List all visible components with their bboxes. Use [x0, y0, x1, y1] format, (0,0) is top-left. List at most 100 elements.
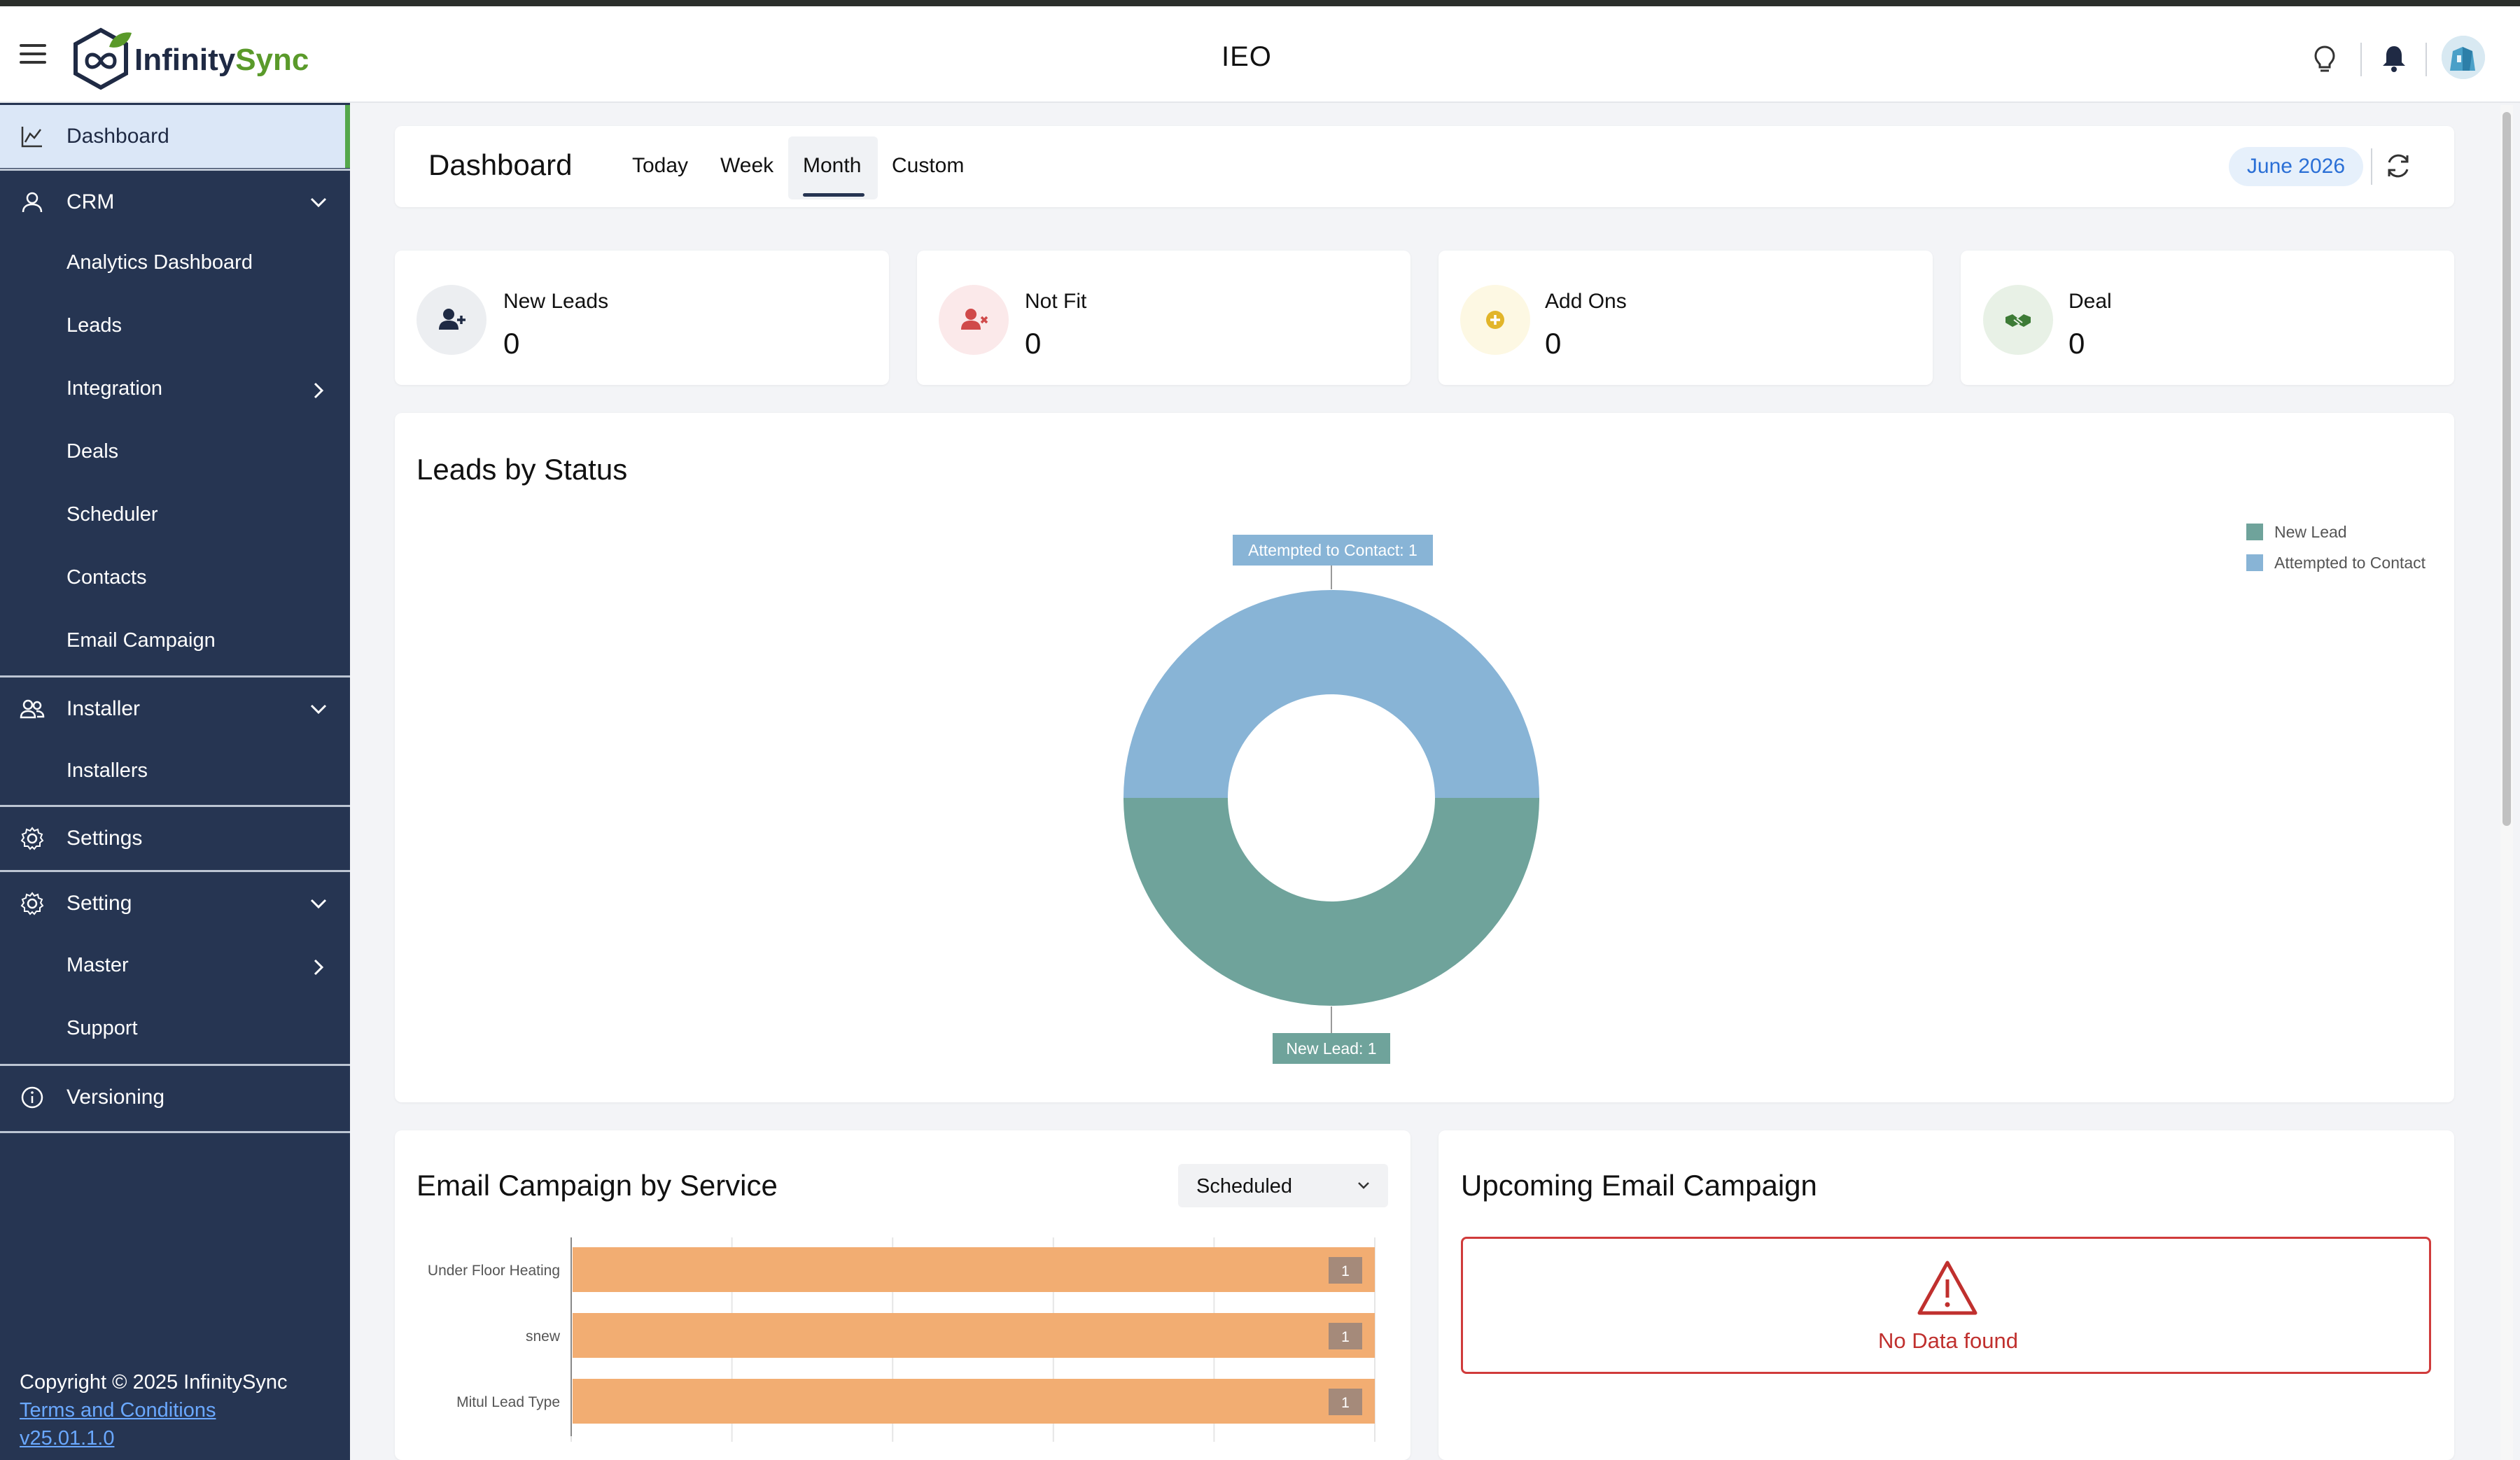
sidebar-item-label: Email Campaign: [66, 629, 216, 652]
legend-item[interactable]: Attempted to Contact: [2246, 547, 2426, 578]
divider: [0, 169, 350, 171]
sidebar-item-settings[interactable]: Settings: [0, 807, 350, 870]
sidebar-item-installer[interactable]: Installer: [0, 678, 350, 740]
brand-name: InfinitySync: [134, 43, 309, 77]
info-icon: [21, 1086, 43, 1109]
sidebar-item-label: Analytics Dashboard: [66, 251, 253, 274]
data-label: 1: [1341, 1395, 1350, 1411]
divider: [0, 805, 350, 807]
stat-value: 0: [1545, 327, 1562, 360]
sidebar-item-setting[interactable]: Setting: [0, 872, 350, 935]
hamburger-menu-icon[interactable]: [20, 44, 46, 64]
sidebar-item-label: Versioning: [66, 1086, 165, 1109]
bar[interactable]: [573, 1313, 1375, 1358]
stat-label: New Leads: [503, 290, 609, 313]
user-icon: [22, 192, 43, 213]
sidebar-item-label: Deals: [66, 440, 119, 463]
category-label: snew: [526, 1328, 561, 1345]
bell-icon[interactable]: [2379, 43, 2409, 73]
user-avatar[interactable]: [2442, 36, 2485, 79]
header-separator: [2426, 43, 2427, 76]
chevron-down-icon: [310, 899, 327, 909]
sidebar-item-email-campaign[interactable]: Email Campaign: [0, 611, 350, 674]
lightbulb-icon[interactable]: [2309, 43, 2340, 73]
section-title: Upcoming Email Campaign: [1461, 1169, 1817, 1202]
divider: [0, 1131, 350, 1133]
section-title: Leads by Status: [416, 453, 628, 486]
date-picker[interactable]: June 2026: [2229, 147, 2363, 186]
sidebar-item-label: Setting: [66, 892, 132, 915]
chevron-down-icon: [310, 197, 327, 208]
handshake-icon: [2005, 314, 2031, 327]
scrollbar-thumb[interactable]: [2502, 112, 2511, 826]
donut-slice-new-lead[interactable]: [1124, 798, 1539, 1006]
tab-month[interactable]: Month: [803, 154, 862, 177]
bar[interactable]: [573, 1379, 1375, 1424]
sidebar-item-deals[interactable]: Deals: [0, 422, 350, 485]
tab-today[interactable]: Today: [632, 154, 689, 177]
sidebar-item-label: Dashboard: [66, 125, 169, 148]
app-header: InfinitySync IEO: [0, 6, 2520, 103]
chevron-right-icon: [314, 959, 324, 976]
sidebar-item-label: Installer: [66, 697, 141, 720]
terms-link[interactable]: Terms and Conditions: [20, 1399, 216, 1422]
leads-donut-chart: Attempted to Contact: 1 New Lead: 1: [1124, 535, 1539, 1064]
section-title: Email Campaign by Service: [416, 1169, 778, 1202]
sidebar-item-analytics-dashboard[interactable]: Analytics Dashboard: [0, 233, 350, 296]
version-link[interactable]: v25.01.1.0: [20, 1427, 115, 1450]
sidebar-item-label: Installers: [66, 759, 148, 782]
callout-attempted: Attempted to Contact: 1: [1248, 541, 1418, 559]
legend-swatch: [2246, 554, 2263, 571]
bar[interactable]: [573, 1247, 1375, 1292]
tab-month-highlight: [788, 136, 878, 199]
toolbar-separator: [2371, 148, 2372, 185]
stat-value: 0: [503, 327, 520, 360]
gear-icon: [20, 892, 44, 915]
sidebar-item-versioning[interactable]: Versioning: [0, 1066, 350, 1129]
sidebar-item-dashboard[interactable]: Dashboard: [0, 105, 350, 168]
callout-box: [1273, 1033, 1390, 1064]
copyright-text: Copyright © 2025 InfinitySync: [20, 1371, 288, 1394]
data-label-bg: [1329, 1257, 1362, 1284]
sidebar-item-leads[interactable]: Leads: [0, 296, 350, 359]
warning-icon: [1917, 1261, 1977, 1315]
dropdown-value: Scheduled: [1196, 1175, 1293, 1198]
sidebar-item-master[interactable]: Master: [0, 936, 350, 999]
chart-legend: New Lead Attempted to Contact: [2246, 517, 2426, 578]
donut-slice-attempted-to-contact[interactable]: [1124, 590, 1539, 798]
sidebar-item-label: CRM: [66, 190, 115, 213]
sidebar-item-crm[interactable]: CRM: [0, 171, 350, 234]
sidebar-item-label: Master: [66, 954, 129, 976]
stat-label: Not Fit: [1025, 290, 1087, 313]
sidebar-item-scheduler[interactable]: Scheduler: [0, 485, 350, 548]
dashboard-toolbar: [395, 126, 2454, 207]
stat-value: 0: [2068, 327, 2085, 360]
sidebar-item-label: Support: [66, 1017, 138, 1039]
stat-icon-bg: [1460, 285, 1530, 355]
user-x-icon: [961, 309, 988, 330]
no-data-panel: No Data found: [1461, 1237, 2431, 1374]
legend-label: Attempted to Contact: [2274, 553, 2426, 572]
tab-week[interactable]: Week: [720, 154, 774, 177]
sidebar-item-label: Settings: [66, 827, 143, 850]
legend-item[interactable]: New Lead: [2246, 517, 2426, 547]
sidebar-item-label: Scheduler: [66, 503, 158, 526]
no-data-text: No Data found: [1878, 1328, 2018, 1353]
sidebar-item-installers[interactable]: Installers: [0, 741, 350, 804]
sidebar: Dashboard CRM Analytics Dashboard Leads …: [0, 103, 350, 1460]
tab-custom[interactable]: Custom: [892, 154, 965, 177]
chevron-right-icon: [314, 382, 324, 399]
divider: [0, 870, 350, 872]
users-icon: [20, 699, 45, 719]
chevron-down-icon: [1358, 1182, 1369, 1189]
sidebar-item-integration[interactable]: Integration: [0, 359, 350, 422]
sidebar-item-support[interactable]: Support: [0, 999, 350, 1062]
chart-icon: [21, 127, 42, 148]
refresh-icon[interactable]: [2382, 150, 2414, 182]
sidebar-footer: Copyright © 2025 InfinitySync Terms and …: [20, 1368, 287, 1452]
legend-swatch: [2246, 524, 2263, 540]
campaign-status-dropdown[interactable]: Scheduled: [1178, 1164, 1388, 1207]
sidebar-item-contacts[interactable]: Contacts: [0, 548, 350, 611]
callout-new-lead: New Lead: 1: [1286, 1039, 1376, 1058]
plus-circle-icon: [1486, 311, 1504, 329]
